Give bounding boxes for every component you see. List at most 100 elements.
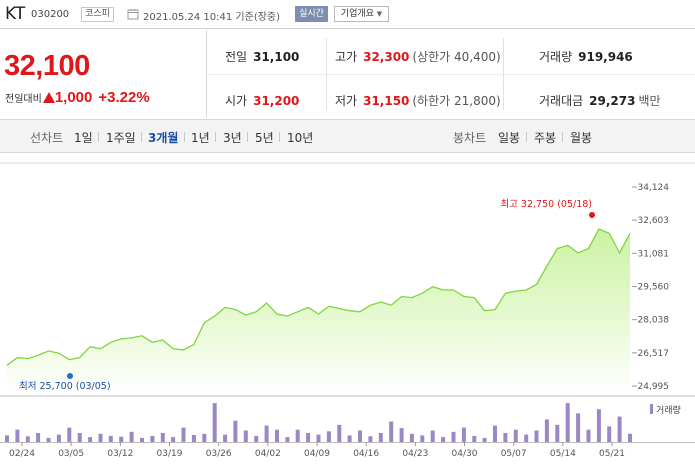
volume-bar — [36, 433, 41, 442]
change-value: 1,000 — [54, 89, 93, 106]
volume-bar — [316, 434, 321, 442]
volume-bar — [56, 434, 61, 442]
quote-datetime: 2021.05.24 10:41 기준(장중) — [143, 12, 281, 23]
volume-bar — [77, 433, 82, 442]
tab-candle-weekly[interactable]: 주봉 — [534, 131, 557, 145]
volume-bar — [565, 403, 570, 442]
tab-period-1y[interactable]: 1년 — [191, 131, 210, 145]
volume-bar — [420, 435, 425, 442]
volume-bar — [524, 434, 529, 442]
stats-row-divider — [208, 74, 695, 75]
volume-bar — [129, 431, 134, 443]
high-price: 고가 32,300 (상한가 40,400) — [335, 50, 501, 64]
volume: 거래량 919,946 — [539, 50, 633, 64]
tab-period-3m[interactable]: 3개월 — [148, 131, 179, 145]
x-tick-label: 03/05 — [58, 449, 84, 459]
low-marker-dot — [67, 373, 73, 379]
stock-code: 030200 — [31, 9, 70, 20]
x-tick-label: 02/24 — [9, 449, 35, 459]
y-tick-label: 31,081 — [638, 249, 670, 259]
volume-bar — [409, 433, 414, 442]
dropdown-caret-icon: ▼ — [376, 10, 383, 18]
volume-bar — [171, 437, 176, 442]
y-tick-label: 34,124 — [638, 183, 670, 193]
tab-period-3y[interactable]: 3년 — [223, 131, 242, 145]
volume-bar — [461, 427, 466, 442]
price-line — [6, 228, 631, 366]
volume-bar — [441, 437, 446, 442]
volume-bar — [306, 433, 311, 442]
volume-bar — [378, 433, 383, 442]
volume-bar — [5, 435, 9, 442]
low-label: 최저 25,700 (03/05) — [19, 381, 111, 392]
volume-bar — [108, 435, 113, 442]
tab-separator — [247, 132, 248, 142]
prev-close: 전일 31,100 — [225, 50, 300, 64]
candle-chart-label: 봉차트 — [453, 131, 487, 145]
volume-legend-label: 거래량 — [656, 404, 681, 416]
volume-bar — [212, 403, 217, 442]
tab-separator — [279, 132, 280, 142]
volume-bar — [451, 431, 456, 443]
change-label: 전일대비 — [5, 94, 42, 105]
tab-candle-daily[interactable]: 일봉 — [498, 131, 521, 145]
trade-amount: 거래대금 29,273 백만 — [539, 94, 661, 108]
tab-period-10y[interactable]: 10년 — [287, 131, 314, 145]
volume-bar — [150, 435, 155, 442]
market-badge: 코스피 — [81, 7, 114, 22]
volume-bar — [88, 437, 93, 442]
stats-panel: 전일 31,100 고가 32,300 (상한가 40,400) 거래량 919,946… — [208, 30, 695, 118]
volume-bar — [607, 426, 612, 442]
volume-bar — [472, 435, 477, 442]
company-info-button[interactable]: 기업개요 ▼ — [334, 6, 389, 22]
volume-bar — [326, 431, 331, 442]
volume-bar — [264, 425, 269, 442]
y-tick-label: 32,603 — [638, 216, 670, 226]
volume-bar — [160, 433, 165, 442]
price-chart: 34,124 32,603 31,081 29,560 28,038 26,517 24,9… — [0, 162, 695, 459]
volume-bar — [223, 434, 228, 442]
stock-header: KT 030200 코스피 2021.05.24 10:41 기준(장중) 실시… — [0, 0, 695, 29]
x-tick-label: 04/09 — [304, 449, 330, 459]
volume-bar — [493, 425, 497, 442]
realtime-badge[interactable]: 실시간 — [295, 6, 328, 22]
y-tick-label: 26,517 — [638, 349, 670, 359]
tab-separator — [562, 132, 563, 142]
volume-bar — [399, 428, 404, 442]
volume-bar — [337, 424, 342, 442]
stock-name: KT — [5, 4, 26, 24]
x-tick-label: 03/26 — [206, 449, 232, 459]
tab-period-5y[interactable]: 5년 — [255, 131, 274, 145]
current-price: 32,100 — [4, 50, 90, 82]
volume-bar — [482, 437, 487, 442]
volume-bar — [119, 436, 124, 442]
volume-bar — [181, 427, 186, 442]
low-price: 저가 31,150 (하한가 21,800) — [335, 94, 501, 108]
high-marker-dot — [589, 212, 595, 218]
x-tick-label: 05/07 — [501, 449, 527, 459]
volume-bar — [555, 424, 560, 442]
extremes-markers: 최고 32,750 (05/18) 최저 25,700 (03/05) — [19, 199, 595, 392]
volume-bar — [503, 433, 508, 442]
volume-bar — [191, 435, 196, 442]
volume-bar — [544, 419, 549, 442]
high-label: 최고 32,750 (05/18) — [500, 199, 592, 210]
tab-candle-monthly[interactable]: 월봉 — [570, 131, 593, 145]
x-tick-label: 04/16 — [353, 449, 379, 459]
volume-bar — [254, 435, 259, 442]
volume-bar — [202, 433, 207, 442]
x-tick-label: 05/21 — [599, 449, 625, 459]
volume-bar — [628, 433, 632, 442]
volume-bar — [576, 413, 581, 442]
volume-bar — [358, 430, 362, 442]
price-panel: 32,100 전일대비 1,000 +3.22% — [0, 30, 207, 118]
calendar-icon — [127, 9, 139, 20]
tab-period-1w[interactable]: 1주일 — [106, 131, 136, 145]
tab-period-1d[interactable]: 1일 — [74, 131, 93, 145]
volume-bar — [140, 437, 144, 442]
volume-bar — [98, 433, 103, 442]
price-area-fill — [7, 228, 630, 394]
x-tick-label: 05/14 — [550, 449, 576, 459]
volume-bar — [347, 435, 352, 442]
volume-bar — [233, 420, 238, 442]
